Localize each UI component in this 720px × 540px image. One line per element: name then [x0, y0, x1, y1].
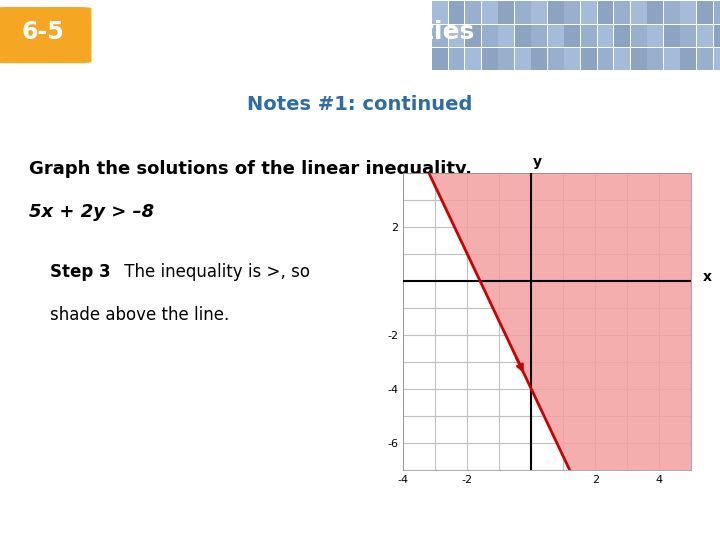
Bar [498, 2, 514, 24]
Bar [465, 2, 481, 24]
Bar [548, 48, 564, 70]
Bar [449, 25, 464, 47]
Bar [564, 2, 580, 24]
Bar [482, 2, 498, 24]
Bar [647, 2, 663, 24]
Bar [680, 2, 696, 24]
Bar [531, 25, 547, 47]
Text: Notes #1: continued: Notes #1: continued [247, 95, 473, 114]
Text: Copyright © by Holt, Rinehart and Winston. All Rights Reserved.: Copyright © by Holt, Rinehart and Winsto… [391, 515, 706, 525]
Bar [614, 2, 630, 24]
Bar [680, 25, 696, 47]
Bar [664, 48, 680, 70]
Bar [614, 48, 630, 70]
Bar [664, 2, 680, 24]
Bar [598, 48, 613, 70]
Bar [598, 25, 613, 47]
Bar [548, 2, 564, 24]
Bar [432, 48, 448, 70]
Bar [498, 48, 514, 70]
Bar [449, 2, 464, 24]
Bar [631, 2, 647, 24]
Text: y: y [533, 155, 542, 169]
Bar [697, 25, 713, 47]
Bar [449, 48, 464, 70]
Text: 6-5: 6-5 [21, 21, 64, 44]
Bar [531, 2, 547, 24]
Bar [515, 48, 531, 70]
Bar [548, 25, 564, 47]
FancyBboxPatch shape [0, 7, 91, 63]
Bar [631, 48, 647, 70]
Bar [482, 48, 498, 70]
Text: shade above the line.: shade above the line. [50, 306, 230, 324]
Text: Step 3: Step 3 [50, 263, 111, 281]
Bar [564, 48, 580, 70]
Bar [631, 25, 647, 47]
Text: Holt Algebra 1: Holt Algebra 1 [14, 512, 138, 527]
Bar [664, 25, 680, 47]
Bar [614, 25, 630, 47]
Bar [432, 2, 448, 24]
Bar [697, 48, 713, 70]
Bar [581, 48, 597, 70]
Bar [531, 48, 547, 70]
Bar [482, 25, 498, 47]
Bar [465, 48, 481, 70]
Text: 5x + 2y > –8: 5x + 2y > –8 [29, 203, 154, 221]
Bar [598, 2, 613, 24]
Bar [498, 25, 514, 47]
Bar [647, 48, 663, 70]
Text: Solving Linear Inequalities: Solving Linear Inequalities [97, 21, 474, 44]
Bar [647, 25, 663, 47]
Bar [714, 2, 720, 24]
Bar [515, 2, 531, 24]
Bar [432, 25, 448, 47]
Text: x: x [703, 270, 711, 284]
Text: Graph the solutions of the linear inequality.: Graph the solutions of the linear inequa… [29, 160, 472, 178]
Bar [714, 48, 720, 70]
Bar [714, 25, 720, 47]
Bar [515, 25, 531, 47]
Bar [680, 48, 696, 70]
Bar [564, 25, 580, 47]
Bar [581, 25, 597, 47]
Bar [465, 25, 481, 47]
Bar [581, 2, 597, 24]
Bar [697, 2, 713, 24]
Text: The inequality is >, so: The inequality is >, so [119, 263, 310, 281]
